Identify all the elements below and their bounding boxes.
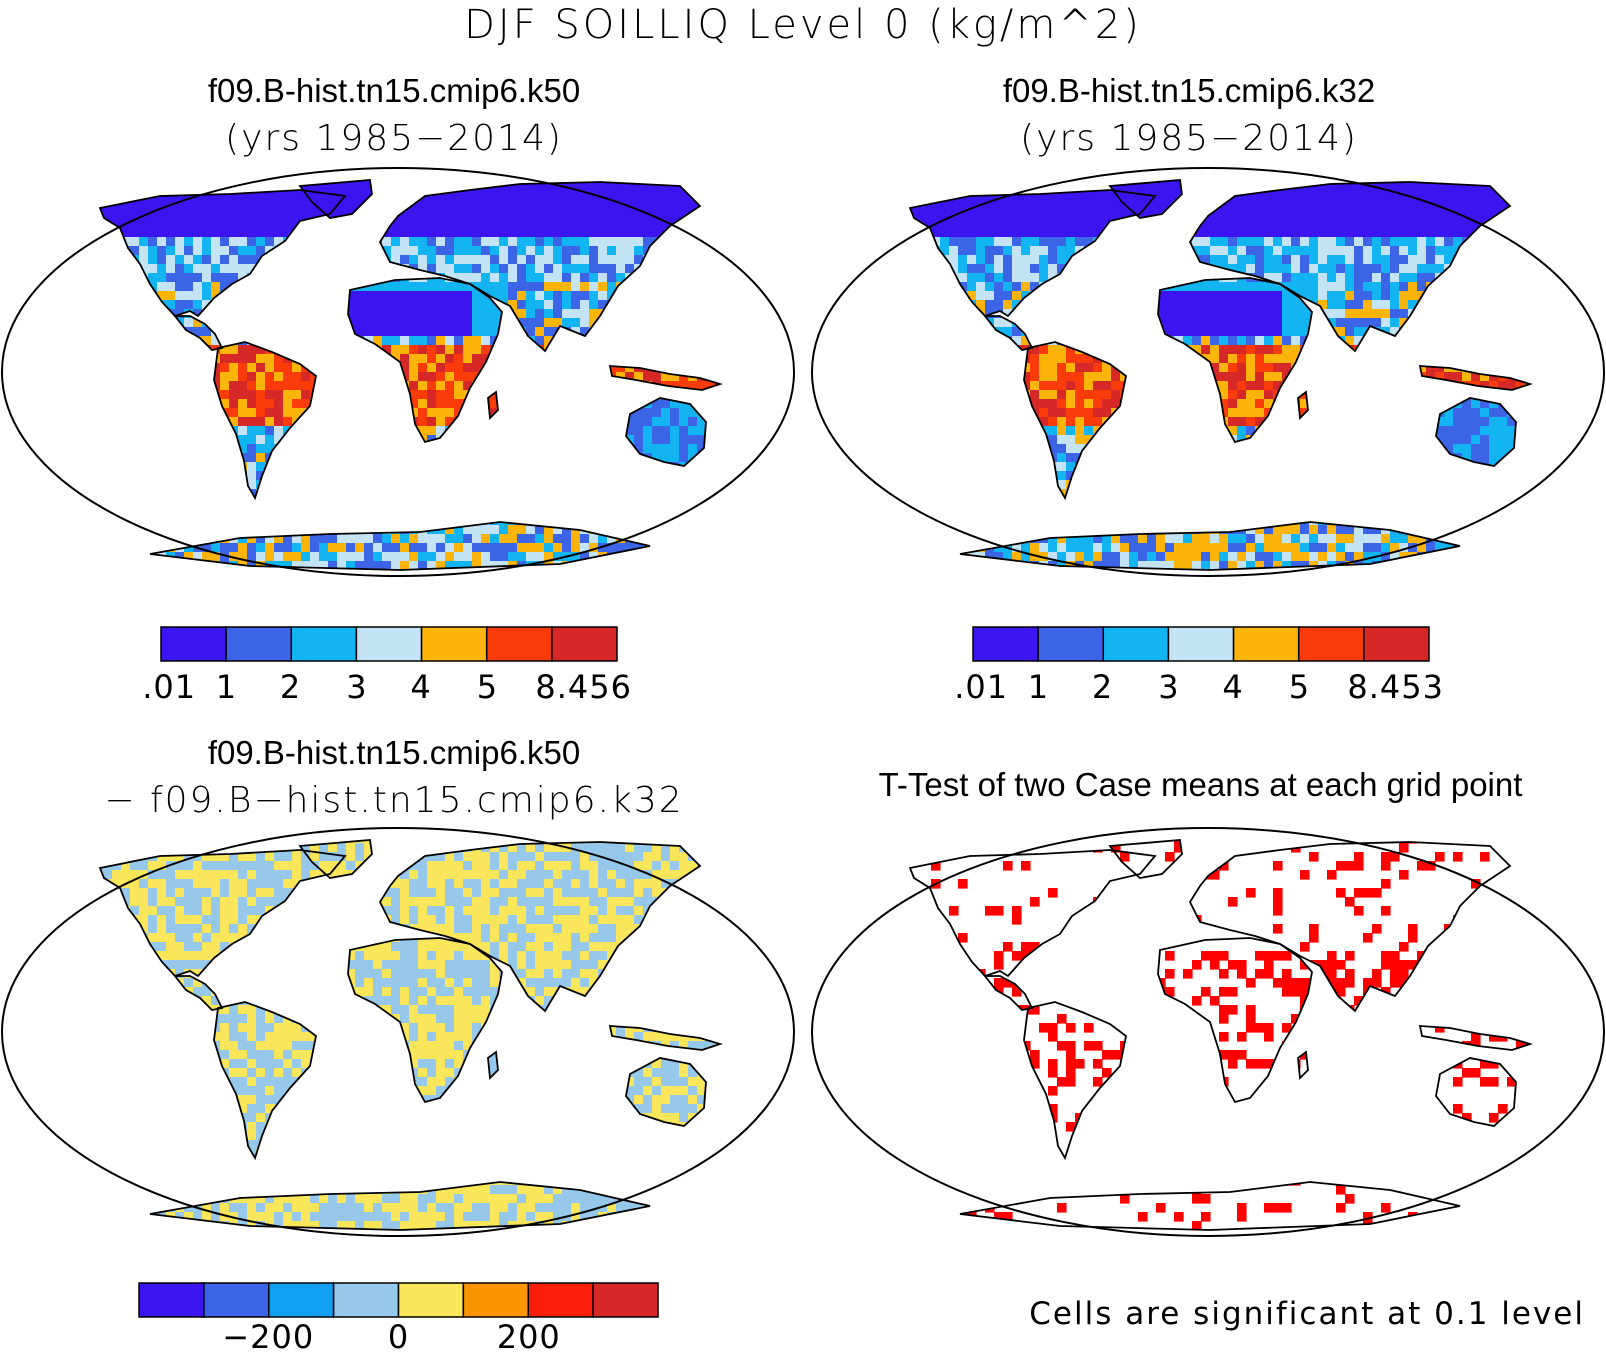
colorbar-tick-label: 3 [1158,668,1179,706]
colorbar-tick-label: 8.456 [535,668,632,706]
map-diff [0,826,796,1238]
colorbar-tick-label: .01 [142,668,196,706]
colorbar-tick-label: .01 [954,668,1008,706]
colorbar-k50 [160,626,618,662]
colorbar-swatch [463,1283,528,1317]
significance-note: Cells are significant at 0.1 level [985,1296,1585,1332]
colorbar-swatch [593,1283,658,1317]
colorbar-tick-label: 0 [388,1318,409,1356]
panel-title-k50: f09.B-hist.tn15.cmip6.k50 [0,72,788,110]
colorbar-tick-label: 5 [1289,668,1310,706]
colorbar-diff-labels: −200 0 200 [138,1318,659,1354]
colorbar-swatch [334,1283,399,1317]
panel-title-ttest: T-Test of two Case means at each grid po… [795,766,1606,804]
panel-subtitle-k32: (yrs 1985−2014) [795,118,1583,159]
colorbar-swatch [291,627,356,661]
colorbar-k32 [972,626,1430,662]
colorbar-tick-label: 8.453 [1347,668,1444,706]
colorbar-swatch [1168,627,1233,661]
colorbar-tick-label: 2 [280,668,301,706]
panel-title-diff: f09.B-hist.tn15.cmip6.k50 [0,734,788,772]
map-k50 [0,166,796,578]
colorbar-tick-label: 2 [1092,668,1113,706]
colorbar-tick-label: 4 [410,668,431,706]
colorbar-swatch [422,627,487,661]
panel-subtitle-k50: (yrs 1985−2014) [0,118,788,159]
colorbar-swatch [552,627,617,661]
colorbar-swatch [356,627,421,661]
colorbar-swatch [161,627,226,661]
colorbar-swatch [399,1283,464,1317]
panel-subtitle-diff: − f09.B−hist.tn15.cmip6.k32 [0,780,788,821]
colorbar-swatch [1038,627,1103,661]
colorbar-tick-label: 3 [346,668,367,706]
colorbar-tick-label: 5 [477,668,498,706]
colorbar-swatch [528,1283,593,1317]
colorbar-swatch [973,627,1038,661]
colorbar-tick-label: 1 [1028,668,1049,706]
panel-title-k32: f09.B-hist.tn15.cmip6.k32 [795,72,1583,110]
colorbar-swatch [204,1283,269,1317]
colorbar-swatch [1299,627,1364,661]
colorbar-swatch [269,1283,334,1317]
colorbar-diff [138,1282,659,1318]
figure-title: DJF SOILLIQ Level 0 (kg/m^2) [0,2,1606,48]
colorbar-swatch [1364,627,1429,661]
colorbar-swatch [226,627,291,661]
colorbar-swatch [139,1283,204,1317]
colorbar-tick-label: 200 [497,1318,561,1356]
map-k32 [810,166,1606,578]
colorbar-swatch [487,627,552,661]
map-ttest [810,826,1606,1238]
colorbar-tick-label: −200 [222,1318,314,1356]
colorbar-swatch [1234,627,1299,661]
colorbar-swatch [1103,627,1168,661]
colorbar-tick-label: 4 [1222,668,1243,706]
colorbar-tick-label: 1 [216,668,237,706]
